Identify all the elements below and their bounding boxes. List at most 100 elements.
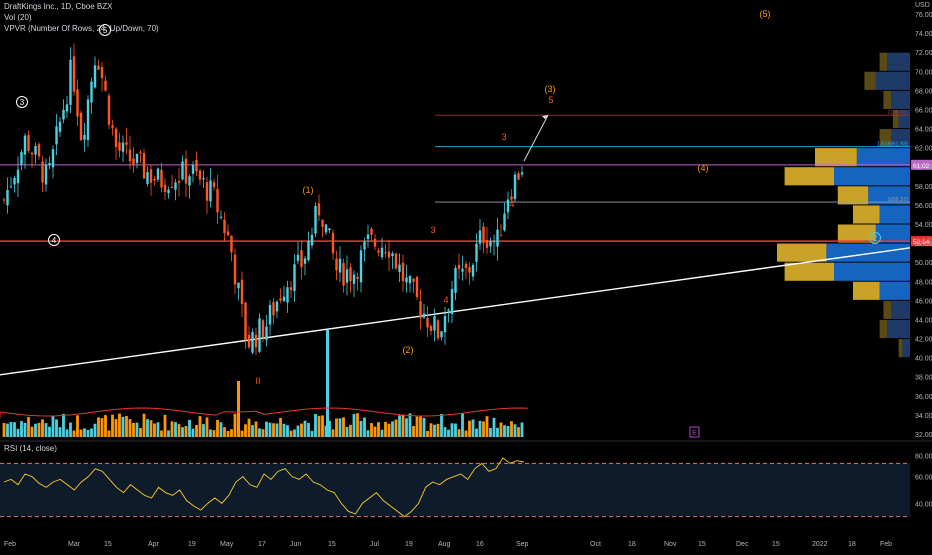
candle-body bbox=[97, 65, 100, 70]
volume-bar bbox=[321, 415, 324, 437]
candle-body bbox=[118, 142, 121, 151]
volume-bar bbox=[373, 426, 377, 437]
circled-wave-label: 2 bbox=[873, 234, 878, 243]
volume-bar bbox=[475, 428, 478, 437]
vol-legend[interactable]: Vol (20) bbox=[4, 13, 32, 22]
candle-body bbox=[513, 174, 517, 199]
candle-body bbox=[268, 305, 272, 325]
candle-body bbox=[443, 316, 447, 333]
candle-body bbox=[69, 59, 72, 105]
volume-bar bbox=[86, 429, 90, 437]
volume-bar bbox=[478, 420, 482, 437]
volume-bar bbox=[184, 426, 188, 437]
volume-bar bbox=[65, 429, 69, 437]
volume-bar bbox=[209, 429, 212, 437]
volume-bars bbox=[0, 330, 529, 437]
vpvr-legend[interactable]: VPVR (Number Of Rows, 24, Up/Down, 70) bbox=[4, 24, 159, 33]
volume-bar bbox=[279, 417, 282, 437]
candle-body bbox=[219, 216, 223, 218]
volume-spike bbox=[237, 381, 240, 437]
volume-bar bbox=[261, 429, 265, 437]
rsi-tick-label: 80.00 bbox=[915, 453, 932, 460]
candle-body bbox=[520, 172, 524, 175]
candle-body bbox=[254, 334, 258, 348]
volume-bar bbox=[349, 424, 352, 437]
volume-bar bbox=[503, 425, 506, 437]
rsi-band bbox=[0, 463, 910, 517]
volume-bar bbox=[391, 421, 394, 437]
candle-body bbox=[170, 187, 174, 189]
volume-bar bbox=[219, 422, 223, 437]
candle-body bbox=[146, 172, 149, 184]
volume-bar bbox=[34, 423, 37, 437]
candle-body bbox=[447, 309, 450, 311]
price-tick-label: 46.00 bbox=[915, 298, 932, 305]
volume-bar bbox=[447, 429, 450, 437]
candle-body bbox=[492, 241, 496, 243]
volume-bar bbox=[457, 429, 461, 437]
time-tick-label: Jun bbox=[290, 541, 301, 548]
candle-body bbox=[370, 228, 373, 235]
volume-bar bbox=[191, 428, 195, 437]
candle-body bbox=[300, 250, 303, 268]
candle-body bbox=[135, 154, 139, 164]
price-tick-label: 72.00 bbox=[915, 50, 932, 57]
volume-bar bbox=[422, 417, 426, 437]
candle-body bbox=[209, 180, 212, 202]
wave-label: 4 bbox=[443, 295, 448, 305]
price-axis: 76.00 74.00 72.00 70.00 68.00 66.00 64.00 62.00… bbox=[915, 12, 932, 439]
candle-body bbox=[100, 67, 104, 79]
time-tick-label: Dec bbox=[736, 541, 749, 548]
candle-body bbox=[422, 313, 426, 318]
vp-up-row bbox=[879, 129, 891, 148]
candle-body bbox=[503, 213, 506, 231]
volume-bar bbox=[289, 430, 293, 437]
volume-bar bbox=[282, 423, 286, 437]
candle-body bbox=[226, 231, 230, 236]
candle-body bbox=[265, 326, 268, 340]
fib-label: 1.618(61.93) bbox=[877, 142, 908, 148]
volume-bar bbox=[177, 424, 181, 437]
volume-bar bbox=[27, 417, 30, 437]
candle-body bbox=[415, 277, 419, 297]
wave-label: (1) bbox=[303, 185, 314, 195]
rsi-legend[interactable]: RSI (14, close) bbox=[4, 444, 57, 453]
candle-body bbox=[48, 163, 51, 166]
volume-bar bbox=[310, 430, 314, 437]
volume-bar bbox=[366, 430, 370, 437]
candle-body bbox=[76, 89, 79, 117]
time-axis: Feb Mar 15 Apr 19 May 17 Jun 15 Jul 19 Aug 16 Sep Oct 1… bbox=[4, 541, 892, 548]
candles bbox=[2, 43, 524, 355]
candle-body bbox=[125, 142, 128, 145]
volume-bar bbox=[489, 427, 492, 437]
candle-body bbox=[20, 152, 23, 165]
volume-bar bbox=[471, 419, 475, 437]
circled-wave-marker bbox=[16, 96, 28, 108]
vp-down-row bbox=[887, 52, 910, 71]
candle-body bbox=[132, 158, 135, 166]
candle-body bbox=[307, 240, 310, 261]
price-tick-label: 70.00 bbox=[915, 69, 932, 76]
candle-body bbox=[55, 126, 58, 145]
circled-wave-marker bbox=[869, 232, 881, 244]
candle-body bbox=[289, 287, 293, 291]
volume-bar bbox=[408, 413, 412, 437]
candle-body bbox=[429, 326, 433, 332]
volume-bar bbox=[156, 422, 160, 437]
candle-body bbox=[177, 181, 181, 183]
candle-body bbox=[191, 165, 195, 174]
volume-bar bbox=[342, 417, 345, 437]
volume-bar bbox=[205, 417, 209, 437]
time-tick-label: Sep bbox=[516, 541, 529, 548]
time-tick-label: 19 bbox=[188, 541, 196, 548]
volume-bar bbox=[16, 428, 20, 437]
candle-body bbox=[461, 268, 464, 272]
symbol-legend[interactable]: DraftKings Inc., 1D, Cboe BZX bbox=[4, 2, 113, 11]
circled-wave-marker bbox=[48, 234, 60, 246]
time-tick-label: Aug bbox=[438, 541, 451, 548]
candle-body bbox=[237, 282, 240, 289]
candle-body bbox=[202, 178, 205, 180]
volume-bar bbox=[167, 430, 170, 437]
price-tick-label: 42.00 bbox=[915, 337, 932, 344]
